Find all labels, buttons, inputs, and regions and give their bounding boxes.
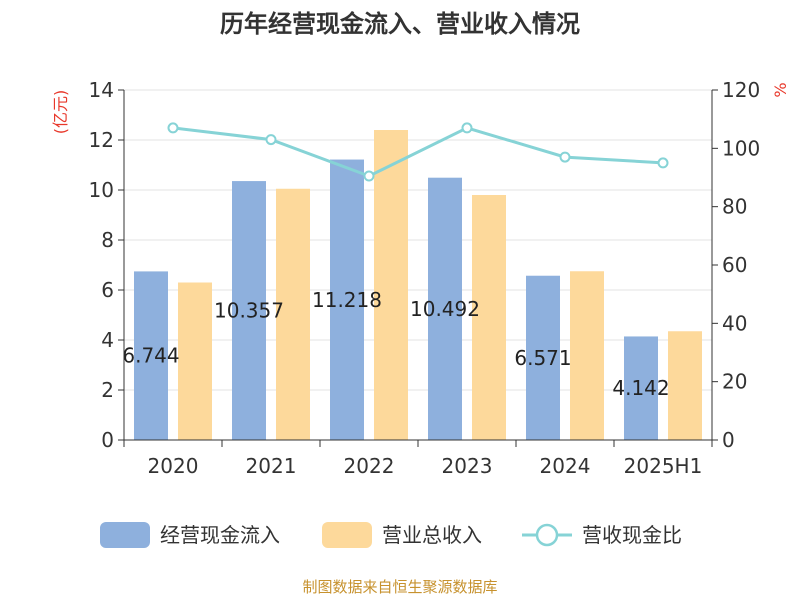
line-point (167, 122, 179, 134)
series-line-revenue-cash-ratio (172, 126, 664, 178)
line-point (363, 170, 375, 182)
x-axis-category-label: 2025H1 (624, 454, 703, 478)
right-axis-tick-label: 60 (722, 253, 747, 277)
right-axis-tick-label: 0 (722, 428, 735, 452)
bar-data-label: 6.744 (122, 344, 179, 368)
left-axis-tick-label: 0 (101, 428, 114, 452)
x-axis-category-label: 2024 (540, 454, 591, 478)
right-axis-unit: % (771, 82, 790, 97)
bar-total-revenue (178, 282, 212, 440)
line-point (657, 157, 669, 169)
data-source: 制图数据来自恒生聚源数据库 (302, 578, 497, 596)
bar-data-label: 11.218 (312, 288, 382, 312)
bar-operating-cash-inflow (330, 159, 364, 441)
legend-label: 经营现金流入 (160, 523, 280, 547)
bar-total-revenue (472, 195, 506, 440)
chart-title: 历年经营现金流入、营业收入情况 (220, 10, 580, 38)
bar-total-revenue (668, 331, 702, 440)
left-axis-tick-label: 12 (89, 128, 114, 152)
right-axis-tick-label: 80 (722, 195, 747, 219)
x-axis-category-label: 2022 (344, 454, 395, 478)
line-point (265, 134, 277, 146)
x-axis-category-label: 2023 (442, 454, 493, 478)
bar-operating-cash-inflow (526, 275, 560, 440)
legend-swatch (322, 522, 372, 548)
line-point (461, 122, 473, 134)
right-axis-tick-label: 20 (722, 370, 747, 394)
bar-total-revenue (374, 130, 408, 440)
left-axis-unit: (亿元) (51, 90, 70, 135)
left-axis-tick-label: 6 (101, 278, 114, 302)
bar-data-label: 10.492 (410, 297, 480, 321)
legend-label: 营收现金比 (582, 523, 682, 547)
bar-operating-cash-inflow (624, 336, 658, 440)
right-axis-tick-label: 100 (722, 136, 760, 160)
x-axis-category-label: 2021 (246, 454, 297, 478)
bar-data-label: 10.357 (214, 299, 284, 323)
bar-data-label: 4.142 (612, 376, 669, 400)
bar-data-label: 6.571 (514, 346, 571, 370)
right-axis-tick-label: 120 (722, 78, 760, 102)
legend-swatch (100, 522, 150, 548)
left-axis-tick-label: 14 (89, 78, 114, 102)
line-point (559, 151, 571, 163)
bar-operating-cash-inflow (134, 271, 168, 440)
bar-total-revenue (570, 271, 604, 440)
left-axis-tick-label: 4 (101, 328, 114, 352)
legend-label: 营业总收入 (382, 523, 482, 547)
left-axis-tick-label: 8 (101, 228, 114, 252)
bar-total-revenue (276, 188, 310, 440)
left-axis-tick-label: 2 (101, 378, 114, 402)
bar-operating-cash-inflow (428, 177, 462, 440)
left-axis-tick-label: 10 (89, 178, 114, 202)
right-axis-tick-label: 40 (722, 311, 747, 335)
x-axis-category-label: 2020 (148, 454, 199, 478)
bar-operating-cash-inflow (232, 181, 266, 440)
legend-marker (535, 523, 559, 547)
